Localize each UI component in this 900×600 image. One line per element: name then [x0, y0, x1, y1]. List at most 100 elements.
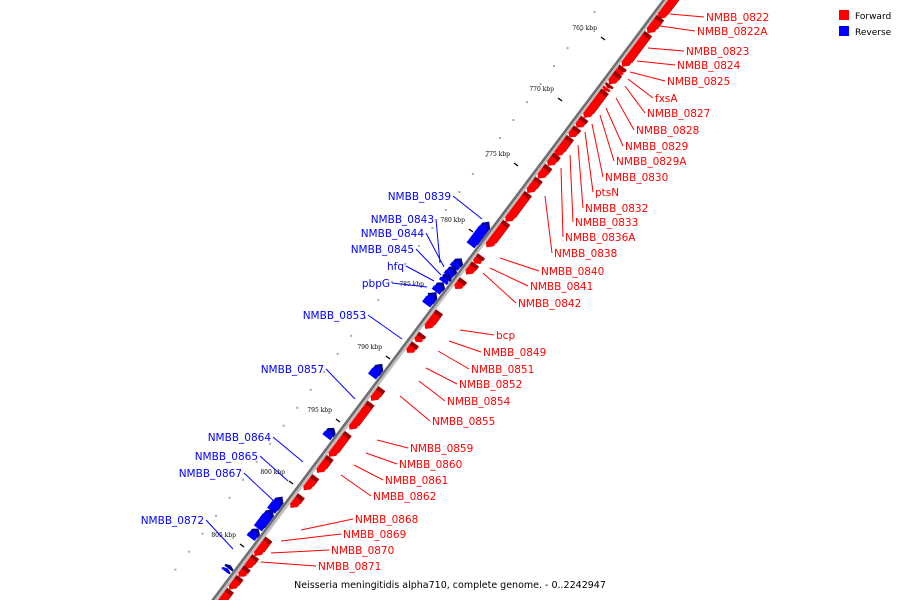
forward-gene-arrow[interactable] [348, 402, 372, 430]
forward-gene-arrow[interactable] [485, 222, 508, 248]
forward-label-connector [669, 13, 705, 18]
reverse-gene-label[interactable]: NMBB_0853 [303, 310, 366, 322]
forward-gene-label[interactable]: NMBB_0823 [686, 46, 749, 58]
reverse-gene-arrow[interactable] [221, 566, 231, 575]
forward-gene-label[interactable]: NMBB_0841 [530, 281, 593, 293]
forward-gene-arrow[interactable] [621, 33, 650, 67]
reverse-gene-arrow[interactable] [322, 430, 333, 441]
forward-gene-label[interactable]: NMBB_0849 [483, 347, 546, 359]
scale-dot [444, 208, 447, 211]
legend: Forward Reverse [839, 10, 892, 38]
forward-gene-label[interactable]: NMBB_0854 [447, 396, 511, 408]
forward-gene-label[interactable]: fxsA [655, 93, 678, 105]
forward-label-connector [599, 114, 615, 162]
reverse-gene-label[interactable]: NMBB_0872 [141, 515, 204, 527]
forward-gene-label[interactable]: NMBB_0855 [432, 416, 495, 428]
forward-gene-label[interactable]: NMBB_0824 [677, 60, 741, 72]
forward-label-connector [584, 131, 594, 193]
reverse-gene-arrow[interactable] [246, 531, 258, 541]
tick-mark [385, 355, 391, 360]
reverse-gene-label[interactable]: NMBB_0864 [208, 432, 272, 444]
scale-dot [296, 406, 299, 409]
reverse-gene-arrow[interactable] [449, 261, 461, 271]
forward-gene-label[interactable]: NMBB_0830 [605, 172, 668, 184]
forward-gene-label[interactable]: NMBB_0842 [518, 298, 581, 310]
forward-gene-label[interactable]: NMBB_0870 [331, 545, 394, 557]
forward-gene-label[interactable]: NMBB_0832 [585, 203, 648, 215]
reverse-gene-label[interactable]: NMBB_0857 [261, 364, 324, 376]
forward-label-connector [636, 60, 676, 66]
forward-gene-label[interactable]: NMBB_0822 [706, 12, 769, 24]
forward-label-connector [365, 452, 398, 465]
legend-reverse-label: Reverse [855, 28, 892, 38]
forward-gene-label[interactable]: bcp [496, 330, 515, 342]
reverse-gene-arrow[interactable] [438, 276, 449, 286]
forward-gene-label[interactable]: NMBB_0833 [575, 217, 638, 229]
forward-gene-arrow[interactable] [328, 433, 349, 457]
forward-gene-label[interactable]: NMBB_0860 [399, 459, 462, 471]
reverse-gene-arrow[interactable] [431, 285, 443, 295]
forward-gene-label[interactable]: ptsN [595, 187, 619, 199]
forward-gene-label[interactable]: NMBB_0829A [616, 156, 687, 168]
forward-gene-label[interactable]: NMBB_0851 [471, 364, 534, 376]
forward-gene-label[interactable]: NMBB_0861 [385, 475, 448, 487]
forward-gene-arrow[interactable] [504, 193, 529, 222]
scale-dot [188, 550, 191, 553]
forward-gene-label[interactable]: NMBB_0829 [625, 141, 688, 153]
forward-gene-label[interactable]: NMBB_0869 [343, 529, 406, 541]
forward-gene-arrow[interactable] [424, 311, 441, 329]
forward-gene-arrow[interactable] [472, 255, 483, 265]
reverse-gene-label[interactable]: NMBB_0843 [371, 214, 434, 226]
reverse-gene-label[interactable]: NMBB_0845 [351, 244, 414, 256]
forward-gene-label[interactable]: NMBB_0852 [459, 379, 522, 391]
forward-gene-arrow[interactable] [253, 538, 270, 556]
scale-dot [566, 47, 569, 50]
scale-dot [404, 262, 407, 265]
forward-gene-label[interactable]: NMBB_0838 [554, 248, 617, 260]
forward-label-connector [353, 464, 384, 481]
scale-dot [242, 478, 245, 481]
reverse-gene-arrow[interactable] [368, 366, 381, 380]
forward-gene-label[interactable]: NMBB_0836A [565, 232, 636, 244]
forward-gene-label[interactable]: NMBB_0840 [541, 266, 604, 278]
scale-dot [431, 226, 434, 229]
scale-dot [512, 119, 515, 122]
forward-gene-arrow[interactable] [582, 90, 606, 118]
scale-dot [228, 496, 231, 499]
scale-dot [525, 101, 528, 104]
forward-label-connector [448, 340, 482, 353]
scale-dot [255, 460, 258, 463]
forward-gene-arrow[interactable] [575, 118, 586, 128]
reverse-gene-label[interactable]: hfq [387, 261, 404, 273]
legend-forward-swatch [839, 10, 849, 20]
scale-dot [363, 316, 366, 319]
reverse-gene-arrow[interactable] [422, 294, 435, 308]
reverse-label-connector [435, 218, 441, 264]
scale-dot [553, 65, 556, 68]
reverse-gene-label[interactable]: NMBB_0867 [179, 468, 242, 480]
reverse-gene-label[interactable]: NMBB_0865 [195, 451, 258, 463]
reverse-gene-arrow[interactable] [253, 512, 271, 532]
reverse-gene-label[interactable]: pbpG [362, 278, 390, 290]
forward-gene-label[interactable]: NMBB_0828 [636, 125, 699, 137]
forward-gene-label[interactable]: NMBB_0862 [373, 491, 436, 503]
forward-gene-label[interactable]: NMBB_0827 [647, 108, 710, 120]
forward-gene-label[interactable]: NMBB_0825 [667, 76, 730, 88]
tick-label: 805 kbp [211, 532, 236, 539]
reverse-gene-arrow[interactable] [443, 269, 455, 279]
forward-gene-label[interactable]: NMBB_0871 [318, 561, 381, 573]
tick-label: 785 kbp [399, 281, 424, 288]
forward-gene-label[interactable]: NMBB_0822A [697, 26, 768, 38]
reverse-label-connector [205, 519, 234, 550]
forward-gene-label[interactable]: NMBB_0859 [410, 443, 473, 455]
forward-gene-arrow[interactable] [554, 137, 572, 157]
reverse-gene-label[interactable]: NMBB_0839 [388, 191, 451, 203]
reverse-gene-label[interactable]: NMBB_0844 [361, 228, 425, 240]
reverse-gene-arrow[interactable] [466, 224, 488, 249]
scale-dot [471, 172, 474, 175]
forward-label-connector [340, 474, 372, 497]
forward-gene-label[interactable]: NMBB_0868 [355, 514, 418, 526]
scale-dot [282, 424, 285, 427]
forward-gene-arrow[interactable] [601, 84, 611, 93]
gene-features [215, 0, 680, 600]
